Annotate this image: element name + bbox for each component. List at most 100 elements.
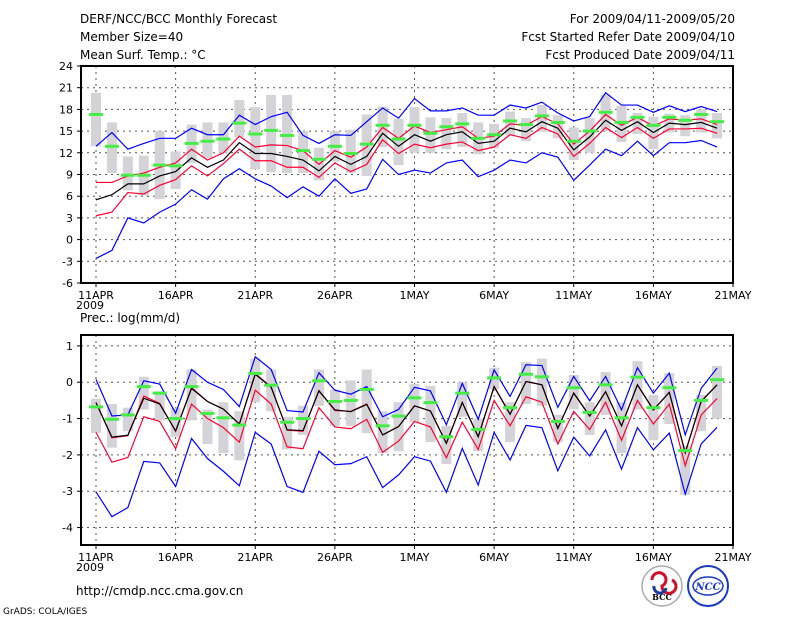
observed-marker: [630, 115, 645, 119]
observed-marker: [471, 427, 486, 431]
observed-marker: [89, 112, 103, 116]
ensemble-range-box: [441, 425, 452, 464]
observed-marker: [534, 375, 549, 379]
y-tick-label: -3: [62, 255, 73, 268]
ensemble-range-box: [138, 376, 149, 410]
observed-marker: [391, 414, 406, 418]
series-min-line: [95, 424, 718, 518]
ncc-logo: NCC: [687, 565, 729, 607]
x-tick-label: 16MAY: [635, 289, 672, 302]
observed-marker: [423, 401, 438, 405]
ensemble-range-box: [106, 404, 117, 448]
header-variable: Mean Surf. Temp.: °C: [80, 48, 206, 62]
ensemble-range-box: [632, 113, 643, 134]
ensemble-range-box: [313, 369, 324, 406]
ensemble-range-box: [584, 118, 595, 153]
observed-marker: [216, 137, 231, 141]
observed-marker: [439, 435, 454, 439]
observed-marker: [710, 378, 725, 382]
x-tick-label: 16APR: [158, 289, 194, 302]
observed-marker: [582, 410, 597, 414]
observed-marker: [439, 125, 454, 129]
series-mean-line: [95, 119, 718, 201]
observed-marker: [407, 396, 422, 400]
observed-marker: [104, 417, 119, 421]
ensemble-range-box: [345, 380, 356, 426]
ensemble-range-box: [425, 117, 436, 153]
ensemble-range-box: [202, 409, 213, 444]
ensemble-range-box: [409, 384, 420, 423]
observed-marker: [407, 123, 422, 127]
x-tick-label: 11APR: [78, 551, 114, 564]
observed-marker: [264, 383, 279, 387]
ensemble-range-box: [616, 402, 627, 454]
observed-marker: [503, 406, 518, 410]
observed-marker: [455, 391, 470, 395]
x-tick-year-label: 2009: [76, 561, 104, 574]
observed-marker: [550, 120, 565, 124]
ensemble-range-box: [696, 394, 707, 432]
observed-marker: [614, 120, 629, 124]
observed-marker: [630, 375, 645, 379]
ensemble-range-box: [441, 118, 452, 150]
observed-marker: [248, 132, 263, 136]
y-tick-label: 21: [59, 82, 73, 95]
observed-marker: [694, 112, 709, 116]
observed-marker: [136, 173, 151, 177]
header-fcst-started: Fcst Started Refer Date 2009/04/10: [521, 30, 735, 44]
ensemble-range-box: [600, 372, 611, 415]
observed-marker: [168, 417, 183, 421]
ensemble-range-box: [266, 94, 277, 173]
x-tick-label: 6MAY: [479, 551, 509, 564]
observed-marker: [598, 110, 613, 114]
ensemble-range-box: [536, 358, 547, 406]
observed-marker: [375, 424, 390, 428]
y-tick-label: -3: [62, 485, 73, 498]
series-lower-line: [95, 126, 718, 217]
series-lower-line: [95, 389, 718, 468]
series-upper-line: [96, 113, 718, 184]
ensemble-range-box: [457, 382, 468, 417]
ensemble-range-box: [536, 105, 547, 132]
header-member-size: Member Size=40: [80, 30, 183, 44]
y-tick-label: 24: [59, 60, 73, 73]
observed-marker: [120, 413, 135, 417]
observed-marker: [248, 372, 263, 376]
ensemble-range-box: [154, 391, 165, 421]
ensemble-range-box: [361, 369, 372, 434]
y-tick-label: 6: [66, 190, 73, 203]
ensemble-range-box: [648, 394, 659, 441]
ensemble-range-box: [680, 115, 691, 137]
ensemble-range-box: [298, 405, 309, 435]
series-max-line: [95, 91, 718, 150]
ensemble-range-box: [505, 402, 516, 443]
ensemble-range-box: [425, 385, 436, 443]
observed-marker: [264, 128, 279, 132]
observed-marker: [678, 449, 693, 453]
plot-frame: [80, 65, 734, 284]
ensemble-range-box: [329, 389, 340, 426]
observed-marker: [327, 144, 342, 148]
ensemble-range-box: [91, 398, 101, 434]
y-tick-label: 15: [59, 125, 73, 138]
observed-marker: [136, 385, 151, 389]
observed-marker: [200, 411, 215, 415]
observed-marker: [311, 157, 326, 161]
ensemble-range-box: [234, 99, 245, 137]
observed-marker: [646, 123, 661, 127]
header-title: DERF/NCC/BCC Monthly Forecast: [80, 12, 277, 26]
ensemble-range-box: [282, 416, 293, 450]
ensemble-range-box: [234, 411, 245, 461]
y-tick-label: 0: [66, 234, 73, 247]
ensemble-range-box: [91, 92, 101, 147]
ensemble-range-box: [250, 358, 261, 403]
observed-marker: [232, 423, 247, 427]
y-tick-label: 18: [59, 103, 73, 116]
precip-panel-title: Prec.: log(mm/d): [80, 311, 180, 325]
x-tick-year-label: 2009: [76, 299, 104, 312]
ensemble-range-box: [266, 369, 277, 412]
x-tick-label: 21APR: [237, 551, 273, 564]
footer-url[interactable]: http://cmdp.ncc.cma.gov.cn: [76, 584, 243, 598]
